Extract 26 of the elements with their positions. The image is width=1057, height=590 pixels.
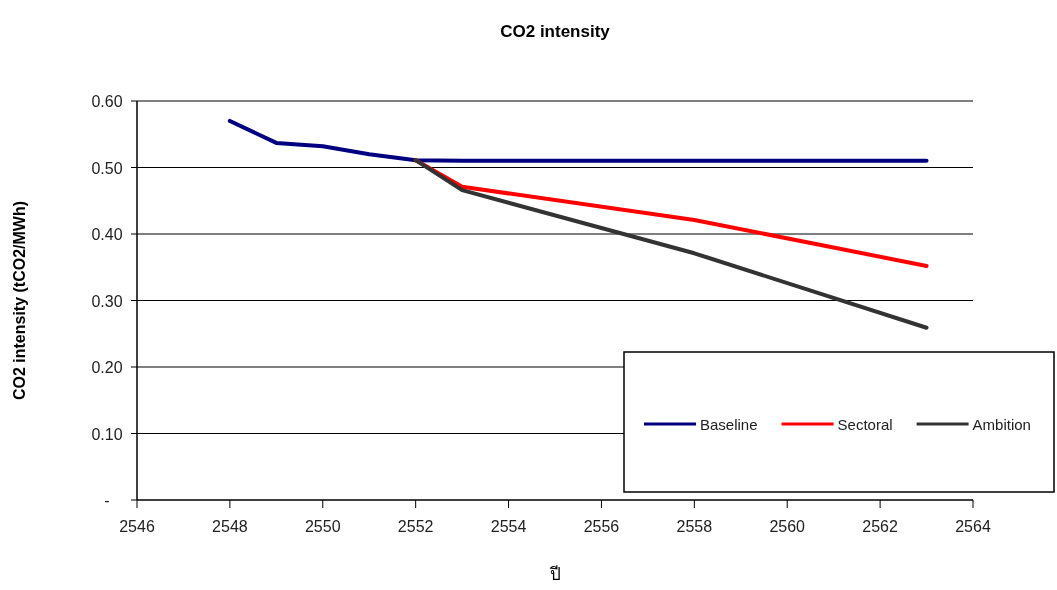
legend-label: Ambition xyxy=(972,416,1031,433)
line-series xyxy=(413,158,929,268)
y-tick-label: 0.30 xyxy=(91,292,123,310)
y-tick-label: - xyxy=(104,492,110,509)
y-axis-title: CO2 intensity (tCO2/MWh) xyxy=(11,200,28,401)
y-tick-label: 0.50 xyxy=(91,159,123,177)
legend-label: Sectoral xyxy=(837,416,893,433)
line-series xyxy=(413,158,929,330)
legend-label: Baseline xyxy=(700,416,758,433)
chart-title: CO2 intensity xyxy=(500,22,611,41)
y-tick-label: 0.40 xyxy=(91,226,123,243)
x-tick-label: 2554 xyxy=(490,518,527,535)
line-series xyxy=(227,118,929,163)
x-tick-label: 2564 xyxy=(955,518,991,535)
x-tick-label: 2556 xyxy=(583,518,620,535)
x-tick-label: 2558 xyxy=(676,518,713,535)
x-tick-label: 2560 xyxy=(769,518,806,535)
y-tick-label: 0.60 xyxy=(91,93,123,110)
x-tick-label: 2550 xyxy=(304,518,341,535)
y-tick-label: 0.20 xyxy=(91,359,123,376)
x-tick-label: 2548 xyxy=(212,518,248,535)
x-tick-label: 2546 xyxy=(119,518,155,535)
x-tick-label: 2562 xyxy=(862,518,899,535)
x-tick-label: 2552 xyxy=(397,518,434,535)
y-tick-label: 0.10 xyxy=(91,425,123,443)
x-axis-title: ปี xyxy=(548,565,561,584)
